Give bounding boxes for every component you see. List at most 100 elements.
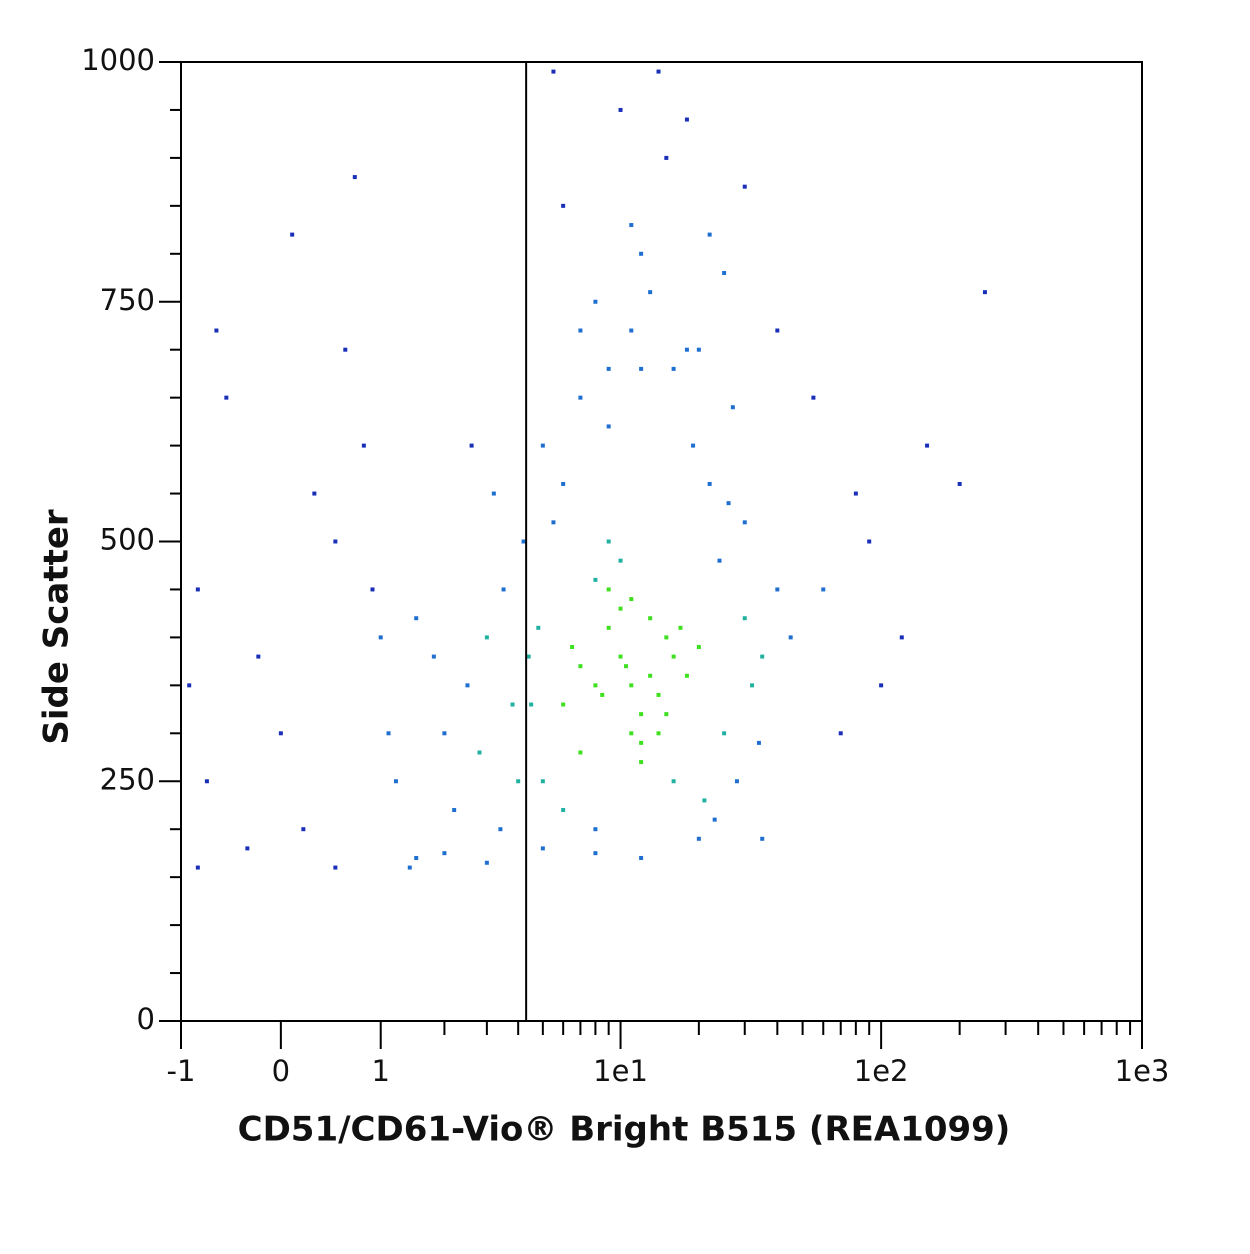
event xyxy=(578,328,583,333)
event xyxy=(648,290,653,295)
event xyxy=(696,836,701,841)
event xyxy=(442,851,447,856)
event xyxy=(726,501,731,506)
event xyxy=(656,692,661,697)
event xyxy=(707,481,712,486)
event xyxy=(722,731,727,736)
event xyxy=(629,731,634,736)
event xyxy=(656,69,661,74)
x-axis-title: CD51/CD61-Vio® Bright B515 (REA1099) xyxy=(238,1110,1011,1150)
event xyxy=(484,635,489,640)
event xyxy=(407,865,412,870)
event xyxy=(879,683,884,688)
event xyxy=(717,558,722,563)
event xyxy=(696,347,701,352)
event xyxy=(301,827,306,832)
event xyxy=(414,616,419,621)
event xyxy=(484,860,489,865)
event xyxy=(214,328,219,333)
event xyxy=(224,395,229,400)
event xyxy=(664,155,669,160)
event xyxy=(312,491,317,496)
event xyxy=(561,481,566,486)
event xyxy=(618,107,623,112)
event xyxy=(750,683,755,688)
event xyxy=(639,740,644,745)
event xyxy=(333,539,338,544)
event xyxy=(593,683,598,688)
event xyxy=(540,443,545,448)
event xyxy=(204,779,209,784)
event xyxy=(618,606,623,611)
event xyxy=(393,779,398,784)
event xyxy=(593,827,598,832)
event xyxy=(867,539,872,544)
event xyxy=(671,654,676,659)
event xyxy=(498,827,503,832)
event xyxy=(684,117,689,122)
y-axis-title: Side Scatter xyxy=(37,509,77,745)
event xyxy=(352,175,357,180)
event xyxy=(529,702,534,707)
event xyxy=(378,635,383,640)
event xyxy=(526,654,531,659)
event xyxy=(414,855,419,860)
x-tick-label: 1e2 xyxy=(854,1054,909,1088)
event xyxy=(712,817,717,822)
event xyxy=(593,851,598,856)
event xyxy=(195,587,200,592)
x-tick-label: 1e3 xyxy=(1115,1054,1170,1088)
event xyxy=(442,731,447,736)
event xyxy=(775,328,780,333)
event xyxy=(664,712,669,717)
event xyxy=(702,798,707,803)
event xyxy=(691,443,696,448)
event xyxy=(742,520,747,525)
x-tick-label: 0 xyxy=(272,1054,290,1088)
event xyxy=(477,750,482,755)
event xyxy=(648,673,653,678)
event xyxy=(624,664,629,669)
event xyxy=(742,184,747,189)
y-tick-label: 500 xyxy=(100,523,155,557)
event xyxy=(925,443,930,448)
event xyxy=(678,625,683,630)
event xyxy=(760,836,765,841)
event xyxy=(187,683,192,688)
event xyxy=(469,443,474,448)
event xyxy=(656,731,661,736)
x-tick-label: 1 xyxy=(371,1054,389,1088)
event xyxy=(452,808,457,813)
event xyxy=(618,558,623,563)
event xyxy=(821,587,826,592)
event xyxy=(465,683,470,688)
event xyxy=(730,405,735,410)
event xyxy=(551,520,556,525)
event xyxy=(639,855,644,860)
event xyxy=(510,702,515,707)
y-tick-label: 1000 xyxy=(81,43,155,77)
event xyxy=(811,395,816,400)
event xyxy=(838,731,843,736)
event xyxy=(775,587,780,592)
event xyxy=(361,443,366,448)
event xyxy=(561,808,566,813)
event xyxy=(593,577,598,582)
event xyxy=(684,673,689,678)
event xyxy=(491,491,496,496)
event xyxy=(561,203,566,208)
event xyxy=(516,779,521,784)
event xyxy=(561,702,566,707)
event xyxy=(521,539,526,544)
event xyxy=(290,232,295,237)
event xyxy=(606,587,611,592)
event xyxy=(639,712,644,717)
event xyxy=(760,654,765,659)
event xyxy=(536,625,541,630)
event xyxy=(629,597,634,602)
plot-frame xyxy=(180,61,1143,1022)
event xyxy=(195,865,200,870)
event xyxy=(593,299,598,304)
